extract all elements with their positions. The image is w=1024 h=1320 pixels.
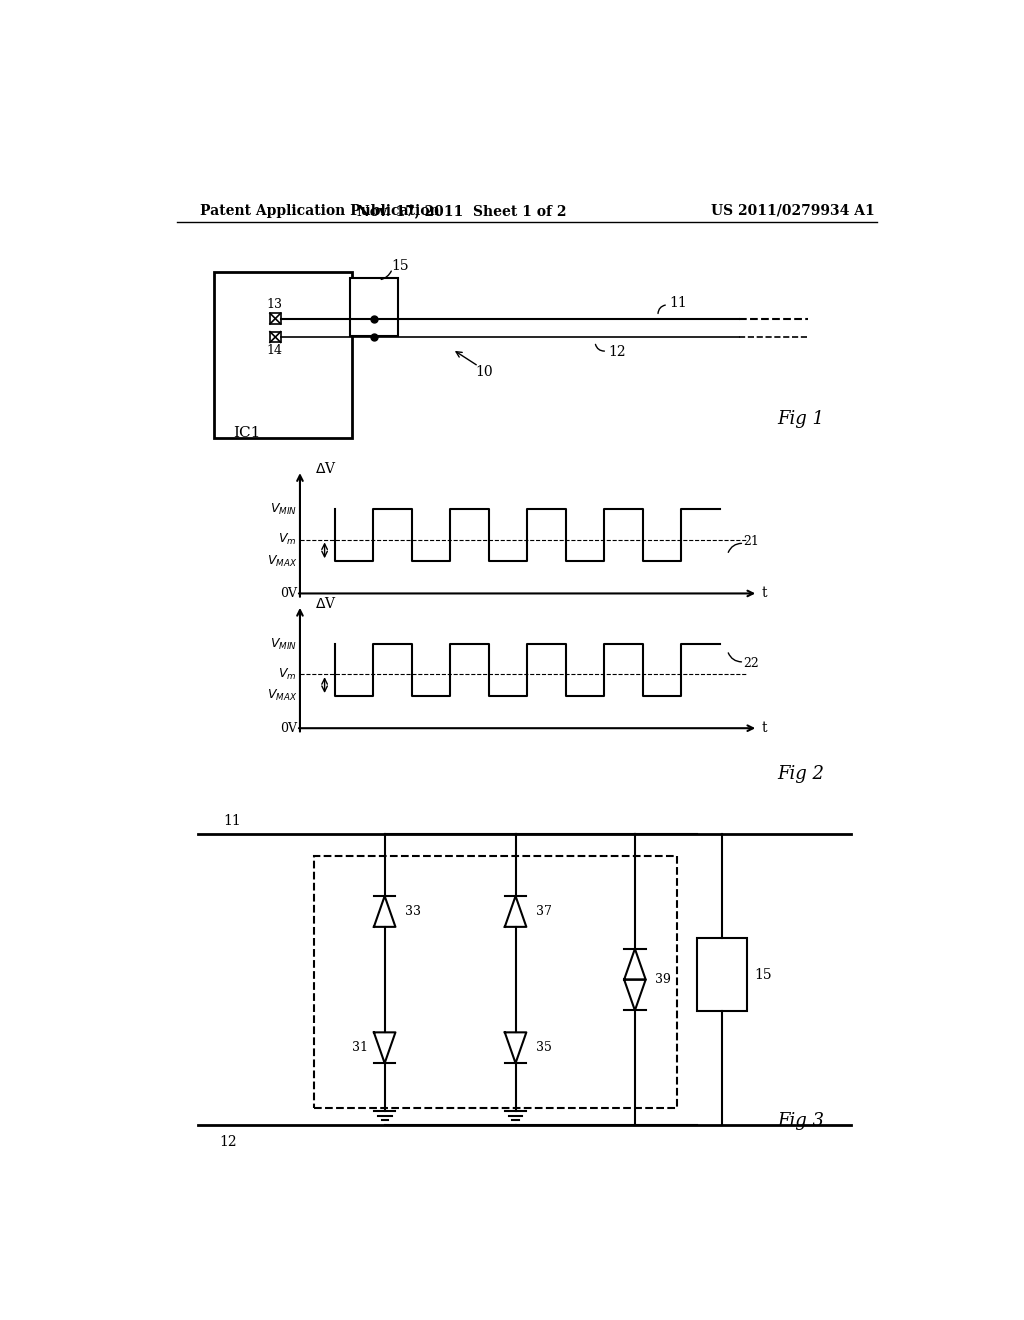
- Text: 11: 11: [223, 813, 241, 828]
- Text: $V_{MIN}$: $V_{MIN}$: [270, 502, 297, 517]
- Text: 35: 35: [536, 1041, 552, 1055]
- Text: $V_m$: $V_m$: [279, 532, 297, 546]
- Bar: [214, 272, 352, 438]
- Text: $\Delta$V: $\Delta$V: [315, 461, 337, 477]
- Text: 12: 12: [608, 346, 626, 359]
- Text: 10: 10: [475, 366, 494, 379]
- Text: 15: 15: [391, 259, 409, 273]
- Text: $V_{MIN}$: $V_{MIN}$: [270, 636, 297, 652]
- Text: 33: 33: [404, 906, 421, 917]
- Text: 39: 39: [655, 973, 671, 986]
- Text: $V_{MAX}$: $V_{MAX}$: [266, 553, 297, 569]
- Bar: [270, 313, 281, 323]
- Text: 21: 21: [742, 536, 759, 548]
- Text: 0V: 0V: [280, 722, 297, 735]
- Text: Fig 3: Fig 3: [777, 1111, 824, 1130]
- Text: 14: 14: [266, 345, 282, 358]
- Bar: [313, 857, 677, 1107]
- Bar: [350, 277, 397, 335]
- Text: 12: 12: [219, 1135, 237, 1148]
- Text: 13: 13: [266, 298, 282, 312]
- Text: US 2011/0279934 A1: US 2011/0279934 A1: [711, 203, 874, 218]
- Text: Fig 1: Fig 1: [777, 409, 824, 428]
- Text: 0V: 0V: [280, 587, 297, 601]
- Text: Fig 2: Fig 2: [777, 766, 824, 783]
- Text: $V_m$: $V_m$: [279, 667, 297, 682]
- Text: 31: 31: [352, 1041, 369, 1055]
- Text: 37: 37: [536, 906, 552, 917]
- Text: 11: 11: [670, 296, 687, 310]
- Text: IC1: IC1: [233, 426, 260, 441]
- Text: $V_{MAX}$: $V_{MAX}$: [266, 688, 297, 704]
- Text: 15: 15: [755, 968, 772, 982]
- Text: Patent Application Publication: Patent Application Publication: [200, 203, 439, 218]
- Bar: [696, 939, 746, 1011]
- Text: Nov. 17, 2011  Sheet 1 of 2: Nov. 17, 2011 Sheet 1 of 2: [357, 203, 566, 218]
- Bar: [270, 331, 281, 342]
- Text: t: t: [762, 721, 767, 735]
- Text: t: t: [762, 586, 767, 601]
- Text: $\Delta$V: $\Delta$V: [315, 595, 337, 611]
- Text: 22: 22: [742, 657, 759, 669]
